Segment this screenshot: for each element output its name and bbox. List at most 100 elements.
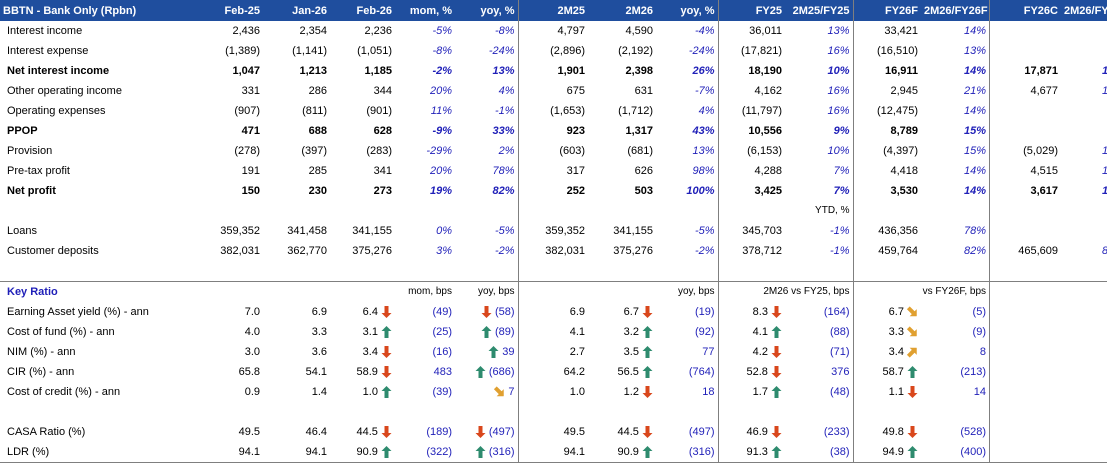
ratio-jan26: 3.6 — [311, 346, 327, 358]
arrow-down-icon — [381, 366, 392, 379]
ratio-feb25: 94.1 — [238, 446, 260, 458]
table-cell: 9% — [833, 125, 850, 137]
table-cell: 1,213 — [299, 65, 327, 77]
ratio-fy25: 46.9 — [746, 426, 768, 438]
ratio-delta-fy26: (9) — [972, 326, 986, 338]
ratio-label: CASA Ratio (%) — [7, 426, 86, 438]
table-cell: 13% — [827, 25, 850, 37]
table-cell: (811) — [302, 105, 327, 117]
table-cell: 359,352 — [220, 225, 260, 237]
ratio-label: LDR (%) — [7, 446, 50, 458]
table-cell: (1,653) — [517, 101, 588, 121]
table-cell: 16,911 — [852, 61, 921, 81]
ratio-yoy: (497) — [488, 426, 515, 438]
table-row: Net interest income 1,047 1,213 1,185 -2% 13%… — [0, 61, 1107, 81]
table-cell: (5,029) — [988, 141, 1061, 161]
ratio-delta-fy25: (38) — [829, 446, 850, 458]
ratio-yoy: (686) — [488, 366, 515, 378]
ratio-2m26: 56.5 — [617, 366, 639, 378]
table-cell: (11,797) — [717, 101, 785, 121]
ratio-delta-fy26: (5) — [972, 306, 986, 318]
row-label: Interest income — [7, 25, 83, 37]
key-ratio-header-row: Key Ratio mom, bps yoy, bps yoy, bps 2M26 vs… — [0, 281, 1107, 302]
table-cell: 359,352 — [517, 221, 588, 241]
ratio-yoy2: (764) — [688, 366, 715, 378]
table-cell: 375,276 — [352, 245, 392, 257]
arrow-up-icon — [642, 346, 653, 359]
ratio-row: CASA Ratio (%) 49.5 46.4 44.5 (189) (497) 49… — [0, 422, 1107, 442]
table-cell: 14% — [963, 185, 986, 197]
arrow-up-icon — [771, 326, 782, 339]
table-cell: 11% — [430, 105, 452, 117]
table-cell: (2,896) — [517, 41, 588, 61]
arrow-down-icon — [381, 306, 392, 319]
table-cell: (6,153) — [717, 141, 785, 161]
table-cell: 3,530 — [852, 181, 921, 201]
ratio-row: Earning Asset yield (%) - ann 7.0 6.9 6.4 (… — [0, 302, 1107, 322]
table-cell: 628 — [373, 125, 392, 137]
table-cell: 362,770 — [287, 245, 327, 257]
table-cell: (901) — [366, 105, 392, 117]
table-cell: 382,031 — [517, 241, 588, 261]
row-label: Other operating income — [7, 85, 122, 97]
ratio-2m26: 1.2 — [623, 386, 639, 398]
table-cell: 3,425 — [717, 181, 785, 201]
ratio-feb26: 3.4 — [362, 346, 378, 358]
ratio-feb25: 7.0 — [244, 306, 260, 318]
ratio-yoy: 39 — [502, 346, 515, 358]
table-cell: 17,871 — [988, 61, 1061, 81]
table-cell: 0% — [436, 225, 452, 237]
ratio-fy25: 1.7 — [752, 386, 768, 398]
table-cell: (907) — [234, 105, 260, 117]
arrow-down-icon — [771, 366, 782, 379]
table-cell: (1,712) — [618, 105, 653, 117]
ratio-delta-fy25: 376 — [831, 366, 850, 378]
ratio-2m25: 6.9 — [517, 302, 588, 322]
ratio-jan26 — [263, 402, 330, 422]
arrow-up-icon — [488, 346, 499, 359]
table-cell: 4,797 — [517, 21, 588, 41]
sub-header-yoy2: yoy, bps — [656, 281, 718, 302]
sub-header-mom: mom, bps — [330, 281, 455, 302]
table-cell: 13% — [963, 45, 986, 57]
arrow-up-icon — [381, 386, 392, 399]
table-cell: 471 — [241, 125, 260, 137]
table-cell: 626 — [634, 165, 653, 177]
ratio-yoy2 — [656, 402, 718, 422]
ratio-2m25: 2.7 — [517, 342, 588, 362]
arrow-down-icon — [906, 306, 918, 318]
table-cell: 16% — [827, 45, 850, 57]
ratio-feb26: 6.4 — [362, 306, 378, 318]
ratio-fy26: 49.8 — [882, 426, 904, 438]
ratio-2m26: 3.5 — [623, 346, 639, 358]
ratio-2m25: 1.0 — [517, 382, 588, 402]
table-cell: (1,051) — [357, 45, 392, 57]
table-cell: -5% — [432, 25, 452, 37]
ratio-feb26: 90.9 — [356, 446, 378, 458]
row-label: Interest expense — [7, 45, 89, 57]
ratio-delta-fy26: (528) — [960, 426, 986, 438]
table-title: BBTN - Bank Only (Rpbn) — [0, 0, 193, 21]
ratio-label: Cost of credit (%) - ann — [7, 386, 121, 398]
table-cell: 82% — [963, 245, 986, 257]
ratio-row: LDR (%) 94.1 94.1 90.9 (322) (316) 94.1 90.9 … — [0, 442, 1107, 462]
table-cell: 2,945 — [852, 81, 921, 101]
table-cell: 341,155 — [352, 225, 392, 237]
table-cell: -1% — [829, 225, 850, 237]
ratio-row: Cost of credit (%) - ann 0.9 1.4 1.0 (39) 7… — [0, 382, 1107, 402]
table-cell: (2,192) — [618, 45, 653, 57]
ratio-yoy2: 18 — [702, 386, 715, 398]
col-header: Jan-26 — [263, 0, 330, 21]
arrow-up-icon — [771, 446, 782, 459]
ratio-2m25: 64.2 — [517, 362, 588, 382]
table-cell: -2% — [432, 65, 452, 77]
col-header: 2M25/FY25 — [785, 0, 853, 21]
table-cell: 459,764 — [852, 241, 921, 261]
table-cell: 230 — [308, 185, 327, 197]
table-cell: 14% — [963, 65, 986, 77]
table-cell: 2,354 — [299, 25, 327, 37]
table-cell: -1% — [829, 245, 850, 257]
table-cell: 1,317 — [625, 125, 653, 137]
table-cell: 21% — [963, 85, 986, 97]
ratio-2m25 — [517, 402, 588, 422]
